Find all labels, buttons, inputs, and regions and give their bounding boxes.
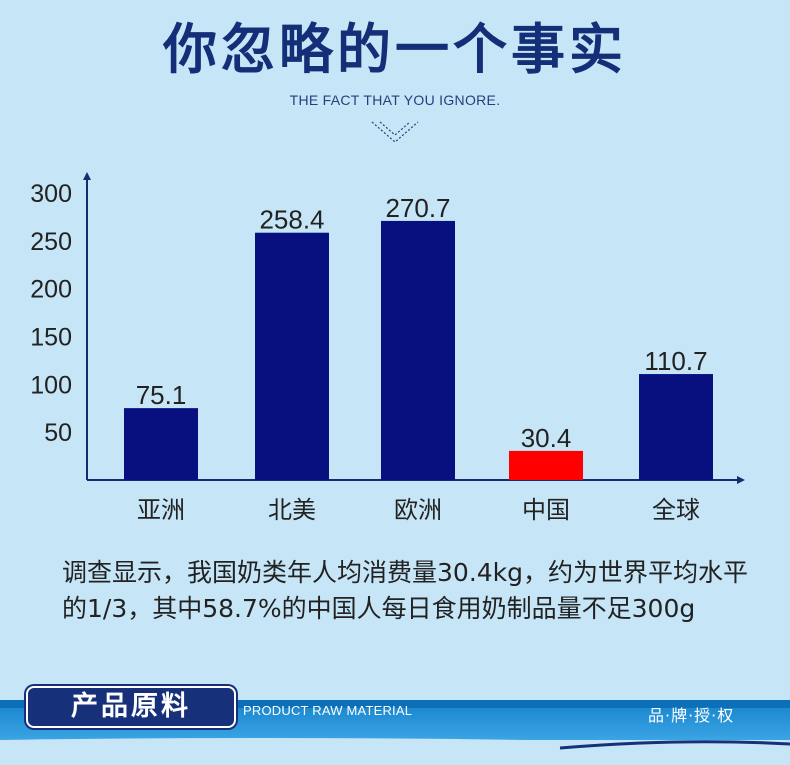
y-tick-label: 250 xyxy=(30,228,72,256)
section-title-badge: 产品原料 xyxy=(26,686,236,728)
bar-value-label: 258.4 xyxy=(259,205,324,235)
bar-2 xyxy=(255,232,329,480)
section-subtitle: PRODUCT RAW MATERIAL xyxy=(243,703,413,718)
page-title: 你忽略的一个事实 xyxy=(163,17,627,81)
page-subtitle: THE FACT THAT YOU IGNORE. xyxy=(289,92,501,108)
y-tick-label: 300 xyxy=(30,180,72,208)
bar-5 xyxy=(639,374,713,480)
brand-authorization-text: 品·牌·授·权 xyxy=(648,706,735,725)
bar-1 xyxy=(124,408,198,480)
bar-value-label: 110.7 xyxy=(644,346,707,376)
x-tick-label: 亚洲 xyxy=(137,497,185,524)
bar-chart: 50 100 150 200 250 300 75.1 亚洲 258.4 北美 270.7 欧洲 30.… xyxy=(30,172,745,524)
bar-value-label: 270.7 xyxy=(385,193,450,223)
bar-value-label: 30.4 xyxy=(521,423,572,453)
y-tick-label: 50 xyxy=(44,419,72,447)
bar-value-label: 75.1 xyxy=(136,380,187,410)
footer-banner: 产品原料 PRODUCT RAW MATERIAL 品·牌·授·权 xyxy=(0,680,790,765)
x-tick-label: 北美 xyxy=(268,497,316,524)
x-tick-label: 中国 xyxy=(522,497,570,524)
x-tick-label: 全球 xyxy=(652,497,700,524)
chevron-down-icon xyxy=(371,121,419,143)
y-axis-arrow xyxy=(83,172,91,180)
y-tick-label: 150 xyxy=(30,323,72,351)
footer-swoosh xyxy=(0,738,790,752)
footer-band-edge xyxy=(0,700,790,710)
description-text: 调查显示，我国奶类年人均消费量30.4kg，约为世界平均水平的1/3，其中58.… xyxy=(62,558,749,623)
x-tick-label: 欧洲 xyxy=(394,497,442,524)
x-axis-arrow xyxy=(737,476,745,484)
y-tick-label: 100 xyxy=(30,371,72,399)
bar-3 xyxy=(381,220,455,480)
bar-4 xyxy=(509,450,583,480)
y-tick-label: 200 xyxy=(30,276,72,304)
